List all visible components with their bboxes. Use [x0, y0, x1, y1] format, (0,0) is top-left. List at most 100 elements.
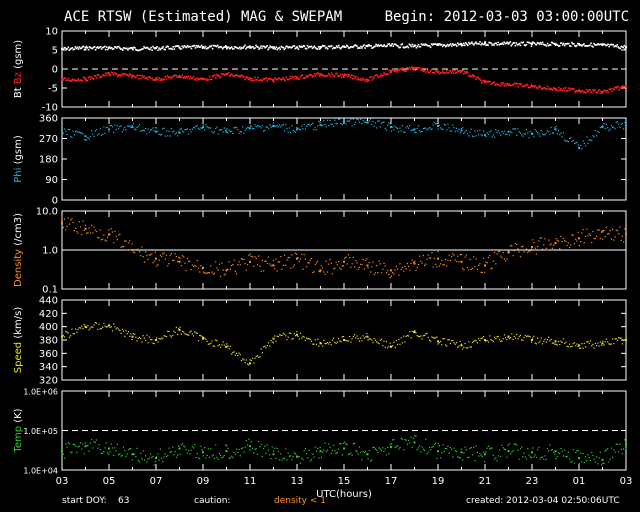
trace-dot — [611, 90, 613, 93]
trace-dot — [97, 74, 100, 76]
trace-dot — [594, 342, 596, 345]
trace-dot — [488, 80, 490, 83]
trace-dot — [451, 448, 453, 450]
trace-dot — [257, 46, 259, 48]
trace-dot — [518, 83, 521, 85]
trace-dot — [556, 44, 559, 47]
trace-dot — [588, 233, 590, 235]
trace-dot — [143, 459, 146, 461]
trace-dot — [229, 74, 232, 76]
trace-dot — [430, 43, 433, 45]
trace-dot — [104, 132, 106, 134]
trace-dot — [248, 438, 250, 440]
trace-dot — [521, 41, 524, 44]
trace-dot — [357, 268, 359, 270]
trace-dot — [190, 330, 192, 332]
trace-dot — [84, 49, 87, 51]
trace-dot — [99, 328, 101, 330]
trace-dot — [154, 127, 157, 129]
trace-dot — [528, 454, 530, 456]
trace-dot — [435, 263, 437, 265]
trace-dot — [345, 46, 347, 48]
trace-dot — [372, 446, 374, 449]
trace-dot — [245, 359, 248, 361]
trace-dot — [286, 339, 288, 341]
trace-dot — [84, 224, 87, 227]
trace-dot — [261, 259, 263, 262]
trace-dot — [158, 259, 160, 261]
trace-dot — [610, 125, 612, 127]
trace-dot — [308, 45, 311, 48]
trace-dot — [408, 439, 410, 442]
trace-dot — [244, 129, 246, 131]
data-point — [578, 344, 580, 347]
trace-dot — [363, 44, 365, 46]
trace-dot — [93, 45, 96, 48]
trace-dot — [107, 71, 110, 74]
trace-dot — [252, 45, 254, 48]
trace-dot — [283, 457, 286, 460]
trace-dot — [610, 343, 612, 345]
trace-dot — [487, 44, 489, 46]
trace-dot — [517, 449, 519, 451]
trace-dot — [151, 129, 153, 131]
trace-dot — [443, 71, 446, 74]
trace-dot — [544, 338, 546, 340]
trace-dot — [282, 332, 284, 334]
trace-dot — [80, 47, 83, 49]
trace-dot — [231, 353, 233, 355]
trace-dot — [321, 73, 324, 76]
trace-dot — [325, 126, 327, 128]
trace-dot — [453, 447, 455, 449]
data-point — [155, 130, 157, 133]
trace-dot — [324, 342, 326, 345]
trace-dot — [415, 131, 417, 133]
trace-dot — [174, 74, 177, 77]
trace-dot — [137, 459, 139, 461]
y-axis-label: Temp (K) — [13, 408, 24, 453]
trace-dot — [318, 75, 321, 77]
trace-dot — [267, 48, 269, 51]
trace-dot — [88, 227, 90, 229]
trace-dot — [106, 48, 109, 51]
trace-dot — [148, 131, 150, 133]
trace-dot — [604, 127, 606, 130]
trace-dot — [494, 42, 496, 45]
trace-dot — [470, 75, 472, 78]
trace-dot — [551, 247, 553, 249]
trace-dot — [212, 132, 214, 134]
trace-dot — [524, 456, 526, 458]
trace-dot — [113, 454, 115, 457]
data-point — [108, 447, 110, 450]
trace-dot — [124, 73, 126, 75]
trace-dot — [420, 451, 422, 453]
trace-dot — [99, 448, 101, 451]
trace-dot — [121, 245, 123, 248]
trace-dot — [486, 43, 488, 46]
trace-dot — [401, 438, 404, 440]
trace-dot — [462, 44, 464, 47]
trace-dot — [500, 340, 502, 343]
trace-dot — [137, 74, 139, 77]
trace-dot — [233, 127, 235, 129]
trace-dot — [431, 44, 434, 46]
trace-dot — [101, 74, 104, 77]
trace-dot — [364, 47, 366, 49]
data-point — [343, 447, 345, 450]
trace-dot — [369, 271, 372, 273]
trace-dot — [474, 75, 476, 78]
trace-dot — [351, 74, 353, 77]
trace-dot — [254, 124, 256, 126]
trace-dot — [352, 443, 354, 445]
trace-dot — [469, 258, 471, 261]
trace-dot — [124, 47, 126, 50]
trace-dot — [387, 446, 389, 448]
trace-dot — [196, 79, 199, 81]
trace-dot — [85, 45, 88, 48]
trace-dot — [208, 343, 211, 345]
trace-dot — [388, 69, 390, 72]
trace-dot — [414, 44, 417, 47]
trace-dot — [436, 122, 438, 125]
trace-dot — [64, 77, 67, 80]
trace-dot — [608, 233, 610, 235]
